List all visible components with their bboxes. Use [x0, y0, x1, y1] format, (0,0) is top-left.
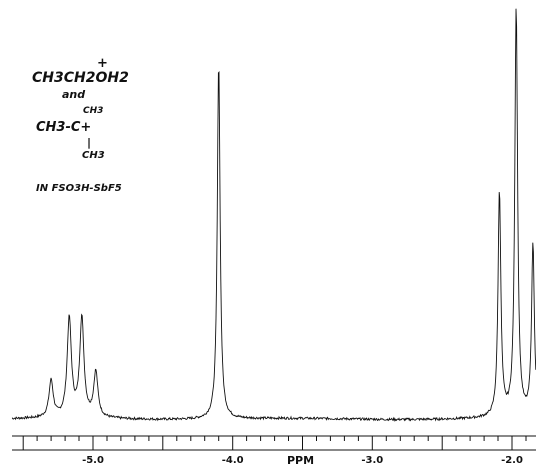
tick-label-2: -3.0 — [361, 455, 383, 466]
annotation-line-5: | — [87, 136, 91, 149]
spectrum-trace — [11, 8, 536, 422]
annotation-line-4: CH3-C+ — [36, 120, 91, 135]
tick-label-3: -2.0 — [501, 455, 523, 466]
annotation-line-1: CH3CH2OH2 — [32, 70, 129, 86]
x-axis-label: PPM — [287, 454, 314, 467]
structure-annotation: + CH3CH2OH2 and CH3 CH3-C+ | CH3 IN FSO3… — [32, 56, 129, 194]
tick-label-1: -4.0 — [222, 455, 244, 466]
annotation-line-2: and — [62, 88, 85, 101]
annotation-line-6: CH3 — [82, 150, 105, 161]
axis-tick-labels: -5.0 -4.0 -3.0 -2.0 — [82, 455, 523, 466]
annotation-line-3: CH3 — [83, 106, 103, 116]
axis-ticks — [22, 436, 527, 450]
annotation-line-7: IN FSO3H-SbF5 — [36, 183, 122, 194]
tick-label-0: -5.0 — [82, 455, 104, 466]
annotation-plus-sign: + — [97, 56, 108, 71]
